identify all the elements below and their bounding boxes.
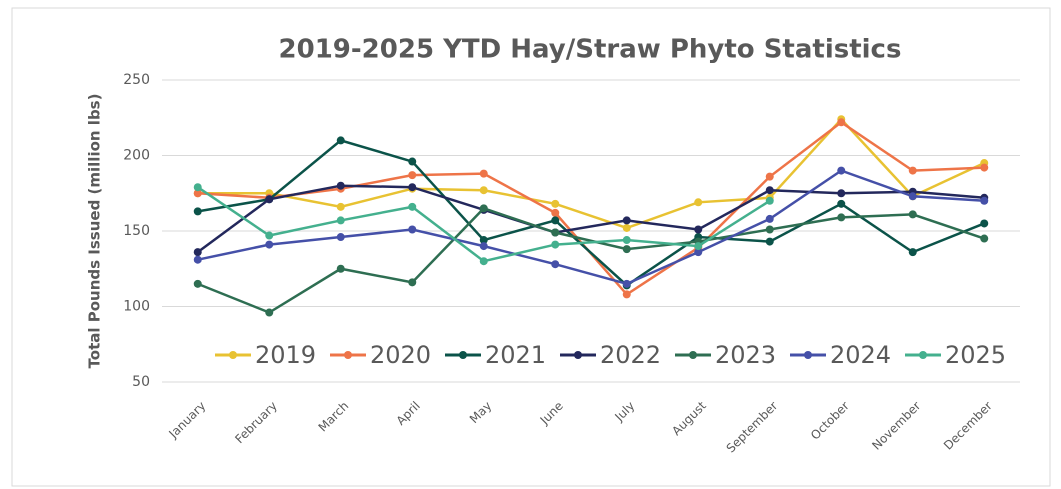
- data-point: [980, 219, 989, 228]
- legend-marker: [229, 351, 237, 359]
- data-point: [694, 198, 703, 207]
- data-point: [336, 233, 345, 242]
- legend-label: 2023: [715, 341, 776, 369]
- data-point: [551, 208, 560, 217]
- data-point: [408, 225, 417, 234]
- data-point: [408, 278, 417, 287]
- data-point: [980, 163, 989, 172]
- legend-label: 2025: [945, 341, 1006, 369]
- legend-marker: [919, 351, 927, 359]
- y-tick-label: 250: [123, 72, 150, 88]
- data-point: [551, 216, 560, 225]
- legend-label: 2020: [370, 341, 431, 369]
- data-point: [479, 236, 488, 245]
- data-point: [265, 231, 274, 240]
- chart-frame: [11, 7, 1051, 487]
- data-point: [622, 216, 631, 225]
- data-point: [408, 183, 417, 192]
- data-point: [193, 248, 202, 257]
- y-axis-label: Total Pounds Issued (million lbs): [86, 94, 104, 369]
- data-point: [479, 169, 488, 178]
- data-point: [765, 237, 774, 246]
- data-point: [837, 189, 846, 198]
- data-point: [908, 192, 917, 201]
- data-point: [837, 118, 846, 127]
- data-point: [694, 242, 703, 251]
- data-point: [551, 240, 560, 249]
- data-point: [622, 223, 631, 232]
- legend-marker: [574, 351, 582, 359]
- data-point: [980, 196, 989, 205]
- data-point: [336, 264, 345, 273]
- data-point: [265, 240, 274, 249]
- legend-label: 2022: [600, 341, 661, 369]
- data-point: [622, 279, 631, 288]
- data-point: [193, 189, 202, 198]
- chart-title: 2019-2025 YTD Hay/Straw Phyto Statistics: [279, 35, 902, 65]
- data-point: [622, 245, 631, 254]
- data-point: [622, 290, 631, 299]
- y-tick-label: 50: [132, 374, 150, 390]
- data-point: [765, 214, 774, 223]
- legend-marker: [459, 351, 467, 359]
- data-point: [479, 257, 488, 266]
- series-line: [197, 139, 985, 287]
- series-line: [197, 184, 985, 254]
- data-point: [837, 199, 846, 208]
- data-point: [265, 195, 274, 204]
- data-point: [193, 255, 202, 264]
- data-point: [336, 202, 345, 211]
- series-line: [197, 117, 985, 230]
- data-point: [193, 279, 202, 288]
- series-line: [197, 206, 985, 314]
- data-point: [622, 236, 631, 245]
- data-point: [336, 216, 345, 225]
- data-point: [765, 186, 774, 195]
- data-point: [908, 210, 917, 219]
- data-point: [908, 166, 917, 175]
- data-point: [193, 207, 202, 216]
- data-point: [479, 204, 488, 213]
- data-point: [551, 260, 560, 269]
- legend-label: 2024: [830, 341, 891, 369]
- legend-label: 2019: [255, 341, 316, 369]
- legend-marker: [344, 351, 352, 359]
- data-point: [193, 183, 202, 192]
- data-point: [336, 136, 345, 145]
- legend-marker: [689, 351, 697, 359]
- data-point: [837, 213, 846, 222]
- legend-label: 2021: [485, 341, 546, 369]
- data-point: [694, 225, 703, 234]
- data-point: [980, 234, 989, 243]
- data-point: [336, 181, 345, 190]
- legend-marker: [804, 351, 812, 359]
- data-point: [551, 228, 560, 237]
- y-tick-label: 100: [123, 299, 150, 315]
- data-point: [908, 248, 917, 257]
- y-tick-label: 150: [123, 223, 150, 239]
- data-point: [408, 171, 417, 180]
- data-point: [765, 196, 774, 205]
- data-point: [765, 225, 774, 234]
- data-point: [408, 157, 417, 166]
- data-point: [765, 172, 774, 181]
- y-tick-label: 200: [123, 148, 150, 164]
- data-point: [479, 186, 488, 195]
- series-line: [197, 169, 985, 286]
- data-point: [551, 199, 560, 208]
- data-point: [694, 248, 703, 257]
- data-point: [479, 242, 488, 251]
- data-point: [837, 166, 846, 175]
- data-point: [408, 202, 417, 211]
- data-point: [265, 308, 274, 317]
